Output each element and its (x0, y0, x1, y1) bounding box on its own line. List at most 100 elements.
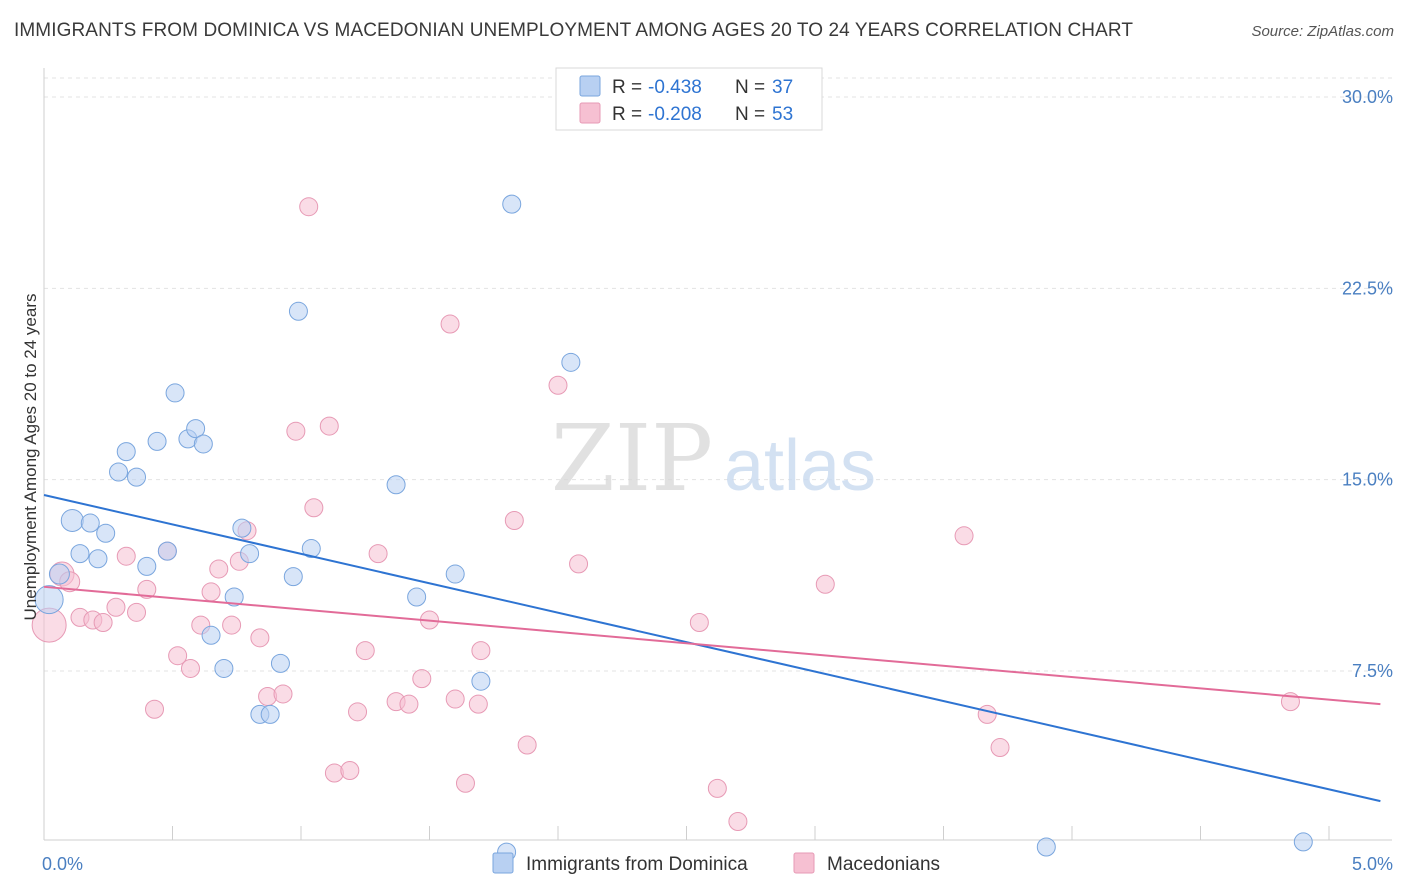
macedonian-point (273, 684, 293, 704)
macedonian-point (180, 658, 200, 678)
dominica-point (502, 194, 522, 214)
macedonian-point (355, 641, 375, 661)
y-tick-label: 7.5% (1352, 661, 1393, 681)
y-axis-title: Unemployment Among Ages 20 to 24 years (21, 294, 40, 621)
macedonian-point (471, 641, 491, 661)
macedonian-point (168, 646, 188, 666)
macedonian-point (728, 812, 748, 832)
dominica-point (201, 625, 221, 645)
dominica-point (193, 434, 213, 454)
macedonian-point (689, 613, 709, 633)
dominica-point (127, 467, 147, 487)
macedonian-point (368, 544, 388, 564)
legend-n-label-dominica: N = (735, 77, 765, 98)
macedonian-point (815, 574, 835, 594)
watermark-zip: ZIP (551, 405, 713, 512)
x-tick-label: 0.0% (42, 854, 83, 874)
macedonian-point (93, 613, 113, 633)
macedonian-point (106, 597, 126, 617)
watermark: ZIP atlas (551, 405, 876, 512)
dominica-point (147, 431, 167, 451)
dominica-point (186, 419, 206, 439)
x-tick-label: 5.0% (1352, 854, 1393, 874)
macedonian-point (304, 498, 324, 518)
dominica-point (214, 658, 234, 678)
dominica-point (224, 587, 244, 607)
macedonian-point (468, 694, 488, 714)
macedonian-point (116, 546, 136, 566)
chart-title: IMMIGRANTS FROM DOMINICA VS MACEDONIAN U… (14, 20, 1134, 41)
macedonian-point (250, 628, 270, 648)
dominica-point (157, 541, 177, 561)
legend-r-label-dominica: R = (612, 77, 642, 98)
dominica-point (60, 508, 84, 532)
macedonian-point (977, 704, 997, 724)
dominica-point (96, 523, 116, 543)
dominica-point (301, 539, 321, 559)
dominica-point (386, 475, 406, 495)
series-legend-label-macedonian: Macedonians (827, 854, 940, 875)
dominica-point (80, 513, 100, 533)
macedonian-point (137, 579, 157, 599)
dominica-point (561, 352, 581, 372)
macedonian-point (990, 738, 1010, 758)
dominica-point (1293, 832, 1313, 852)
macedonian-point (286, 421, 306, 441)
dominica-point (260, 704, 280, 724)
y-tick-label: 30.0% (1342, 87, 1393, 107)
macedonian-point (201, 582, 221, 602)
dominica-point (283, 567, 303, 587)
dominica-point (240, 544, 260, 564)
dominica-point (34, 585, 64, 615)
macedonian-point (707, 778, 727, 798)
dominica-point (165, 383, 185, 403)
macedonian-point (340, 760, 360, 780)
dominica-points (34, 194, 1313, 862)
dominica-point (471, 671, 491, 691)
macedonian-point (209, 559, 229, 579)
tick-labels: 7.5% 15.0% 22.5% 30.0% 0.0% 5.0% (42, 87, 1393, 874)
series-legend: Immigrants from Dominica Macedonians (492, 852, 940, 875)
macedonian-point (517, 735, 537, 755)
dominica-point (116, 442, 136, 462)
series-legend-label-dominica: Immigrants from Dominica (526, 854, 748, 875)
macedonian-point (569, 554, 589, 574)
dominica-point (137, 556, 157, 576)
dominica-point (48, 563, 70, 585)
dominica-point (288, 301, 308, 321)
dominica-point (445, 564, 465, 584)
y-tick-label: 15.0% (1342, 470, 1393, 490)
macedonian-point (127, 602, 147, 622)
legend-r-label-macedonian: R = (612, 104, 642, 125)
legend-swatch-macedonian (579, 102, 601, 124)
legend-r-value-dominica: -0.438 (648, 77, 702, 98)
correlation-legend: R = -0.438 N = 37 R = -0.208 N = 53 (555, 67, 823, 131)
watermark-atlas: atlas (724, 426, 876, 506)
dominica-point (270, 653, 290, 673)
macedonian-point (445, 689, 465, 709)
dominica-point (70, 544, 90, 564)
dominica-point (88, 549, 108, 569)
dominica-point (109, 462, 129, 482)
gridlines (44, 77, 1392, 672)
legend-n-label-macedonian: N = (735, 104, 765, 125)
legend-swatch-dominica (579, 75, 601, 97)
legend-r-value-macedonian: -0.208 (648, 104, 702, 125)
legend-n-value-macedonian: 53 (772, 104, 793, 125)
dominica-point (1036, 837, 1056, 857)
macedonian-point (348, 702, 368, 722)
dominica-point (407, 587, 427, 607)
macedonian-point (412, 669, 432, 689)
macedonian-point (440, 314, 460, 334)
macedonian-point (399, 694, 419, 714)
source-credit: Source: ZipAtlas.com (1251, 23, 1394, 40)
macedonian-point (504, 510, 524, 530)
y-tick-label: 22.5% (1342, 278, 1393, 298)
trend-lines (43, 493, 1381, 803)
macedonian-point (222, 615, 242, 635)
macedonian-point (954, 526, 974, 546)
macedonian-points (31, 197, 1300, 832)
macedonian-trend-line (43, 585, 1381, 706)
macedonian-point (145, 699, 165, 719)
